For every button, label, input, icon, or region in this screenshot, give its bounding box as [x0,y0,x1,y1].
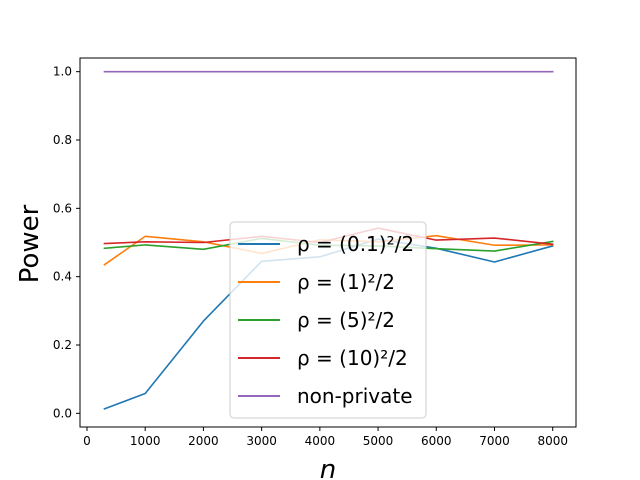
x-tick-label: 8000 [537,434,568,448]
legend-label: ρ = (0.1)²/2 [297,232,414,256]
x-tick-label: 7000 [479,434,510,448]
y-tick-label: 0.6 [53,201,72,215]
x-tick-label: 2000 [188,434,219,448]
y-tick-label: 0.8 [53,133,72,147]
x-axis-label: n [320,455,336,480]
x-tick-label: 1000 [130,434,161,448]
x-tick-label: 6000 [421,434,452,448]
y-axis: 0.0 0.2 0.4 0.6 0.8 1.0 [53,65,80,420]
y-tick-label: 0.4 [53,270,72,284]
legend-label: ρ = (1)²/2 [297,270,395,294]
y-tick-label: 1.0 [53,65,72,79]
x-tick-label: 4000 [305,434,336,448]
x-tick-label: 3000 [246,434,277,448]
legend-label: ρ = (5)²/2 [297,308,395,332]
y-tick-label: 0.0 [53,406,72,420]
x-tick-label: 0 [83,434,91,448]
legend-label: non-private [297,384,413,408]
x-axis: 0 1000 2000 3000 4000 5000 6000 7000 8000 [83,427,568,448]
legend-box [229,221,427,419]
plot-frame [79,57,577,428]
x-tick-label: 5000 [363,434,394,448]
y-tick-label: 0.2 [53,338,72,352]
legend: ρ = (0.1)²/2 ρ = (1)²/2 ρ = (5)²/2 ρ = (10)… [229,221,427,419]
y-axis-label: Power [15,204,45,283]
legend-label: ρ = (10)²/2 [297,346,408,370]
